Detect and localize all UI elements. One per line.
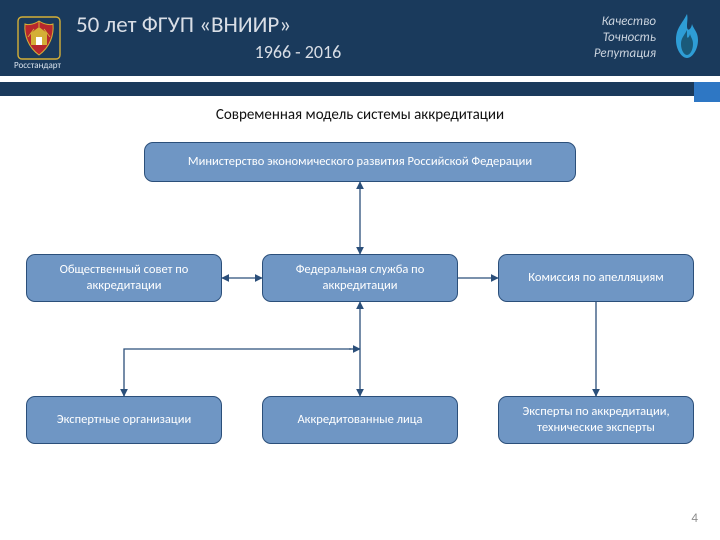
- node-label: Общественный совет по аккредитации: [35, 262, 213, 293]
- node-label: Аккредитованные лица: [297, 412, 422, 428]
- slogan-reputation: Репутация: [594, 46, 656, 62]
- node-label: Федеральная служба по аккредитации: [271, 262, 449, 293]
- rosstandart-label: Росстандарт: [14, 60, 61, 71]
- node-label: Экспертные организации: [57, 412, 191, 428]
- node-exporg: Экспертные организации: [26, 396, 222, 444]
- title-block: 50 лет ФГУП «ВНИИР» 1966 - 2016: [76, 13, 580, 62]
- node-label: Министерство экономического развития Рос…: [188, 154, 532, 170]
- header-slogan: Качество Точность Репутация: [594, 14, 656, 63]
- node-experts: Эксперты по аккредитации, технические эк…: [498, 396, 694, 444]
- header-title: 50 лет ФГУП «ВНИИР»: [76, 13, 580, 38]
- slide-number: 4: [691, 511, 698, 526]
- header-strip: [0, 82, 720, 96]
- flame-icon: [670, 12, 704, 65]
- diagram: Современная модель системы аккредитации …: [0, 102, 720, 532]
- header: 50 лет ФГУП «ВНИИР» 1966 - 2016 Качество…: [0, 0, 720, 76]
- header-years: 1966 - 2016: [16, 41, 580, 63]
- node-label: Эксперты по аккредитации, технические эк…: [507, 404, 685, 435]
- node-label: Комиссия по апелляциям: [528, 270, 663, 286]
- header-right: Качество Точность Репутация: [594, 12, 704, 65]
- header-inner: 50 лет ФГУП «ВНИИР» 1966 - 2016 Качество…: [0, 0, 720, 76]
- node-council: Общественный совет по аккредитации: [26, 254, 222, 302]
- node-appeal: Комиссия по апелляциям: [498, 254, 694, 302]
- slogan-accuracy: Точность: [594, 30, 656, 46]
- node-accred: Аккредитованные лица: [262, 396, 458, 444]
- slogan-quality: Качество: [594, 14, 656, 30]
- node-ministry: Министерство экономического развития Рос…: [144, 142, 576, 182]
- node-fsa: Федеральная служба по аккредитации: [262, 254, 458, 302]
